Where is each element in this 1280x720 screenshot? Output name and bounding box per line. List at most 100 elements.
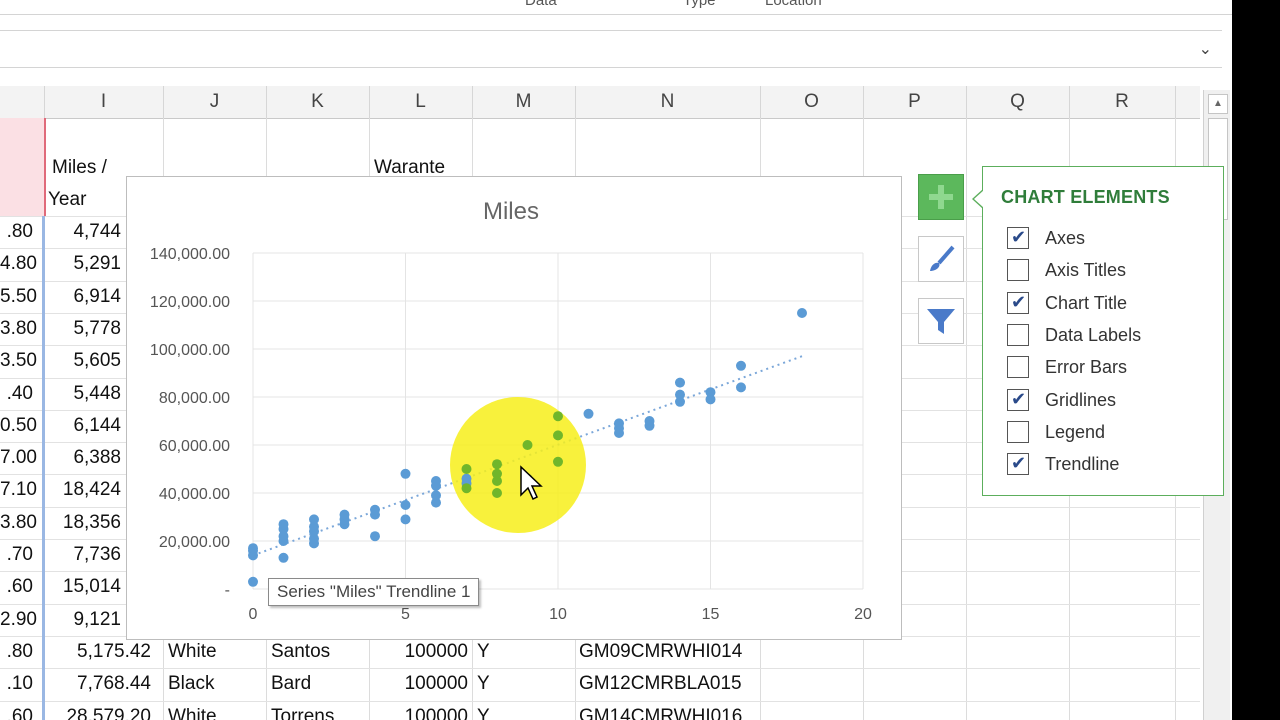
checkbox[interactable] xyxy=(1007,356,1029,379)
cell-i[interactable]: 28,579.20 xyxy=(66,705,151,720)
cell-miles-per-year[interactable]: 18,356 xyxy=(62,511,121,533)
chart-element-label: Chart Title xyxy=(1045,292,1128,313)
trendline-tooltip: Series "Miles" Trendline 1 xyxy=(268,578,480,606)
cell-h[interactable]: .80 xyxy=(6,221,33,242)
cell-m[interactable]: Y xyxy=(477,641,490,662)
cell-k[interactable]: Santos xyxy=(271,641,331,662)
cell-n[interactable]: GM09CMRWHI014 xyxy=(579,641,743,662)
mouse-cursor-icon xyxy=(520,465,543,501)
checkmark-icon: ✔ xyxy=(1011,227,1027,247)
data-point xyxy=(431,490,441,501)
scatter-chart[interactable]: Miles - 20,000.00 40,000.00 60,000.00 80,000.… xyxy=(126,176,902,640)
cell-h[interactable]: 4.80 xyxy=(0,253,37,275)
ribbon-label-type[interactable]: Type xyxy=(683,0,716,9)
cell-miles-per-year[interactable]: 5,291 xyxy=(73,253,121,275)
data-point xyxy=(553,411,563,422)
cell-miles-per-year[interactable]: 5,448 xyxy=(73,382,121,404)
column-header-p[interactable]: P xyxy=(863,86,967,118)
cell-j[interactable]: White xyxy=(168,641,217,662)
cell-miles-per-year[interactable]: 6,914 xyxy=(73,285,121,307)
cell-i[interactable]: 5,175.42 xyxy=(77,641,151,662)
data-point xyxy=(431,497,441,508)
checkbox[interactable] xyxy=(1007,420,1029,443)
cell-miles-per-year[interactable]: 7,736 xyxy=(73,544,121,565)
cell-h[interactable]: 7.10 xyxy=(0,479,37,501)
column-header-q[interactable]: Q xyxy=(966,86,1070,118)
cell-m[interactable]: Y xyxy=(477,673,490,695)
column-header-l[interactable]: L xyxy=(369,86,473,118)
checkmark-icon: ✔ xyxy=(1011,388,1027,409)
checkbox[interactable]: ✔ xyxy=(1007,291,1029,314)
column-headers: I J K L M N O P Q R xyxy=(0,86,1200,119)
data-point xyxy=(736,382,746,393)
checkbox[interactable]: ✔ xyxy=(1007,388,1029,411)
chart-elements-button[interactable] xyxy=(918,174,964,220)
cell-h[interactable]: .60 xyxy=(6,705,33,720)
chevron-down-icon[interactable]: ⌄ xyxy=(1198,41,1212,58)
header-cell-warranty[interactable]: Warante xyxy=(374,157,446,178)
ribbon-label-location[interactable]: Location xyxy=(765,0,822,9)
cell-j[interactable]: Black xyxy=(168,673,215,695)
cell-n[interactable]: GM14CMRWHI016 xyxy=(579,705,743,720)
header-cell-miles-year-1[interactable]: Miles / xyxy=(52,157,107,178)
scroll-up-icon[interactable]: ▲ xyxy=(1208,94,1228,114)
checkbox[interactable] xyxy=(1007,323,1029,346)
cell-miles-per-year[interactable]: 9,121 xyxy=(73,608,121,630)
data-point xyxy=(553,430,563,441)
cell-h[interactable]: 5.50 xyxy=(0,285,37,307)
cell-h[interactable]: 3.80 xyxy=(0,317,37,339)
cell-h[interactable]: 0.50 xyxy=(0,414,37,436)
cell-miles-per-year[interactable]: 6,388 xyxy=(73,447,121,469)
data-point xyxy=(400,468,411,479)
data-point xyxy=(400,500,411,510)
data-point xyxy=(492,488,502,498)
cell-miles-per-year[interactable]: 15,014 xyxy=(62,576,121,598)
selection-border xyxy=(42,216,45,720)
cell-miles-per-year[interactable]: 5,605 xyxy=(73,350,121,372)
data-point xyxy=(461,464,472,474)
header-cell-miles-year-2[interactable]: Year xyxy=(48,189,87,210)
column-header-r[interactable]: R xyxy=(1069,86,1176,118)
column-header-m[interactable]: M xyxy=(472,86,576,118)
cell-h[interactable]: .80 xyxy=(6,641,33,662)
cell-h[interactable]: 7.00 xyxy=(0,447,37,469)
formula-bar[interactable]: ⌄ xyxy=(0,30,1222,68)
cell-l[interactable]: 100000 xyxy=(404,705,468,720)
cell-h[interactable]: 2.90 xyxy=(0,608,37,630)
cell-h[interactable]: .40 xyxy=(6,382,33,404)
cell-h[interactable]: .70 xyxy=(6,544,33,565)
column-header-n[interactable]: N xyxy=(575,86,761,118)
cell-h[interactable]: 3.80 xyxy=(0,511,37,533)
cell-h[interactable]: .10 xyxy=(6,673,33,695)
chart-filters-button[interactable] xyxy=(918,298,964,344)
data-point xyxy=(248,543,258,554)
y-tick-label: 140,000.00 xyxy=(150,246,230,263)
cell-miles-per-year[interactable]: 18,424 xyxy=(62,479,121,501)
data-point xyxy=(431,476,441,486)
checkbox[interactable] xyxy=(1007,259,1029,282)
cell-m[interactable]: Y xyxy=(477,705,490,720)
checkbox[interactable]: ✔ xyxy=(1007,227,1029,249)
cell-h[interactable]: .60 xyxy=(6,576,33,598)
cell-k[interactable]: Torrens xyxy=(271,705,335,720)
cell-i[interactable]: 7,768.44 xyxy=(77,673,151,695)
column-header-o[interactable]: O xyxy=(760,86,864,118)
cell-n[interactable]: GM12CMRBLA015 xyxy=(579,673,742,695)
column-header-i[interactable]: I xyxy=(44,86,164,118)
cell-j[interactable]: White xyxy=(168,705,217,720)
checkbox[interactable]: ✔ xyxy=(1007,453,1029,476)
cell-l[interactable]: 100000 xyxy=(404,641,468,662)
ribbon-label-data[interactable]: Data xyxy=(525,0,557,9)
cell-k[interactable]: Bard xyxy=(271,673,312,695)
data-point xyxy=(675,389,685,400)
column-header-j[interactable]: J xyxy=(163,86,267,118)
cell-h[interactable]: 3.50 xyxy=(0,350,37,372)
cell-miles-per-year[interactable]: 6,144 xyxy=(73,414,121,436)
cell-miles-per-year[interactable]: 4,744 xyxy=(73,221,121,242)
cell-miles-per-year[interactable]: 5,778 xyxy=(73,317,121,339)
column-header-h[interactable] xyxy=(0,86,45,118)
chart-styles-button[interactable] xyxy=(918,236,964,282)
cell-l[interactable]: 100000 xyxy=(404,673,468,695)
column-header-k[interactable]: K xyxy=(266,86,370,118)
data-point xyxy=(553,456,563,467)
